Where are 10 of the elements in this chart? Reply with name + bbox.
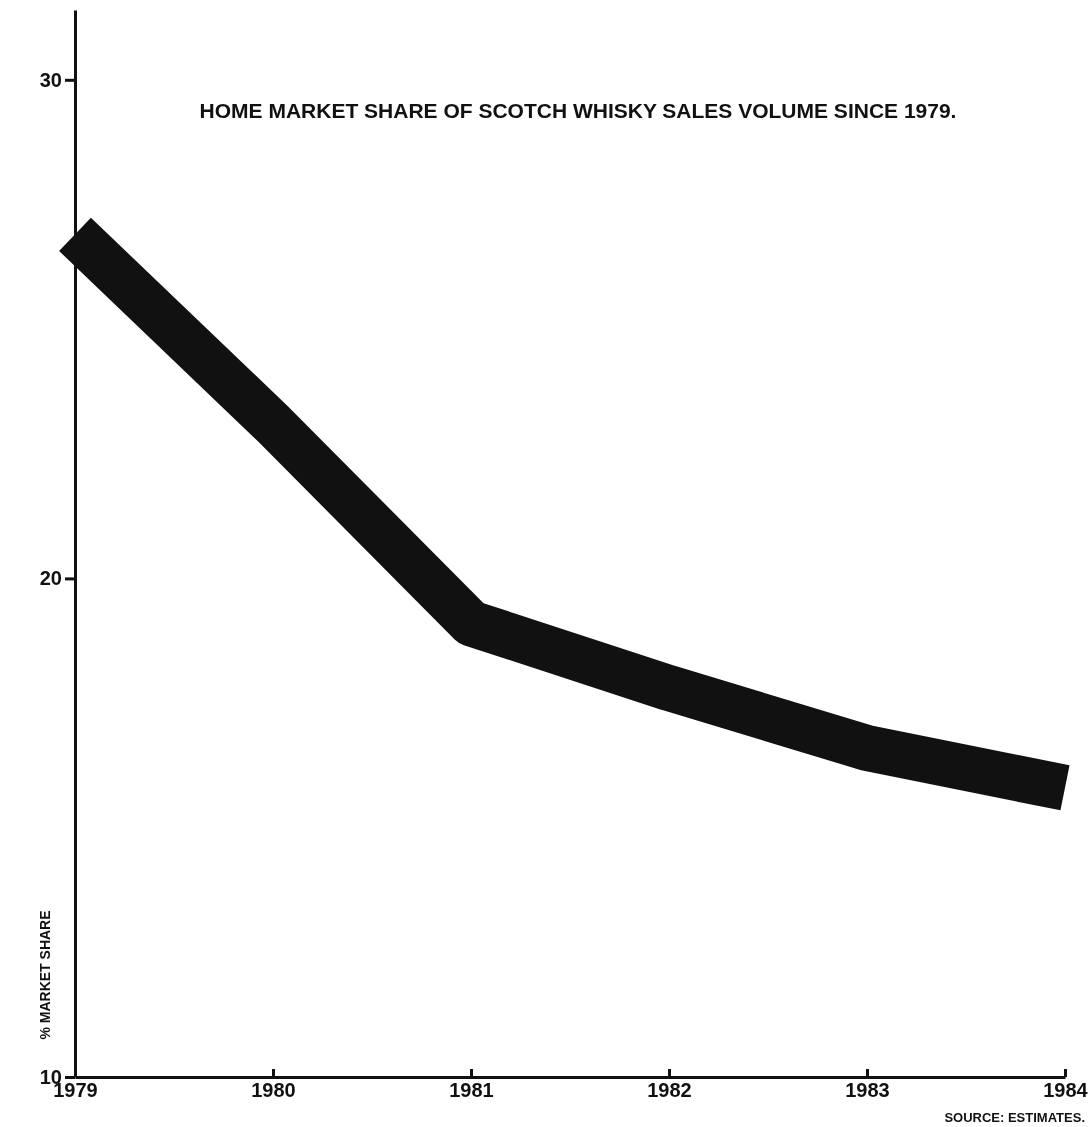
- x-tick-label: 1981: [449, 1079, 494, 1102]
- x-tick-label: 1983: [845, 1079, 890, 1102]
- x-tick-label: 1984: [1043, 1079, 1089, 1102]
- source-note: SOURCE: ESTIMATES.: [944, 1110, 1085, 1125]
- y-tick-label: 30: [39, 68, 62, 91]
- y-axis-title: % MARKET SHARE: [37, 910, 53, 1040]
- text: HOME MARKET SHARE OF SCOTCH WHISKY SALES VOLUME SINCE 1979.: [199, 99, 957, 122]
- y-tick-label: 20: [39, 567, 62, 590]
- x-tick-label: 1980: [251, 1079, 296, 1102]
- x-tick-label: 1982: [647, 1079, 692, 1102]
